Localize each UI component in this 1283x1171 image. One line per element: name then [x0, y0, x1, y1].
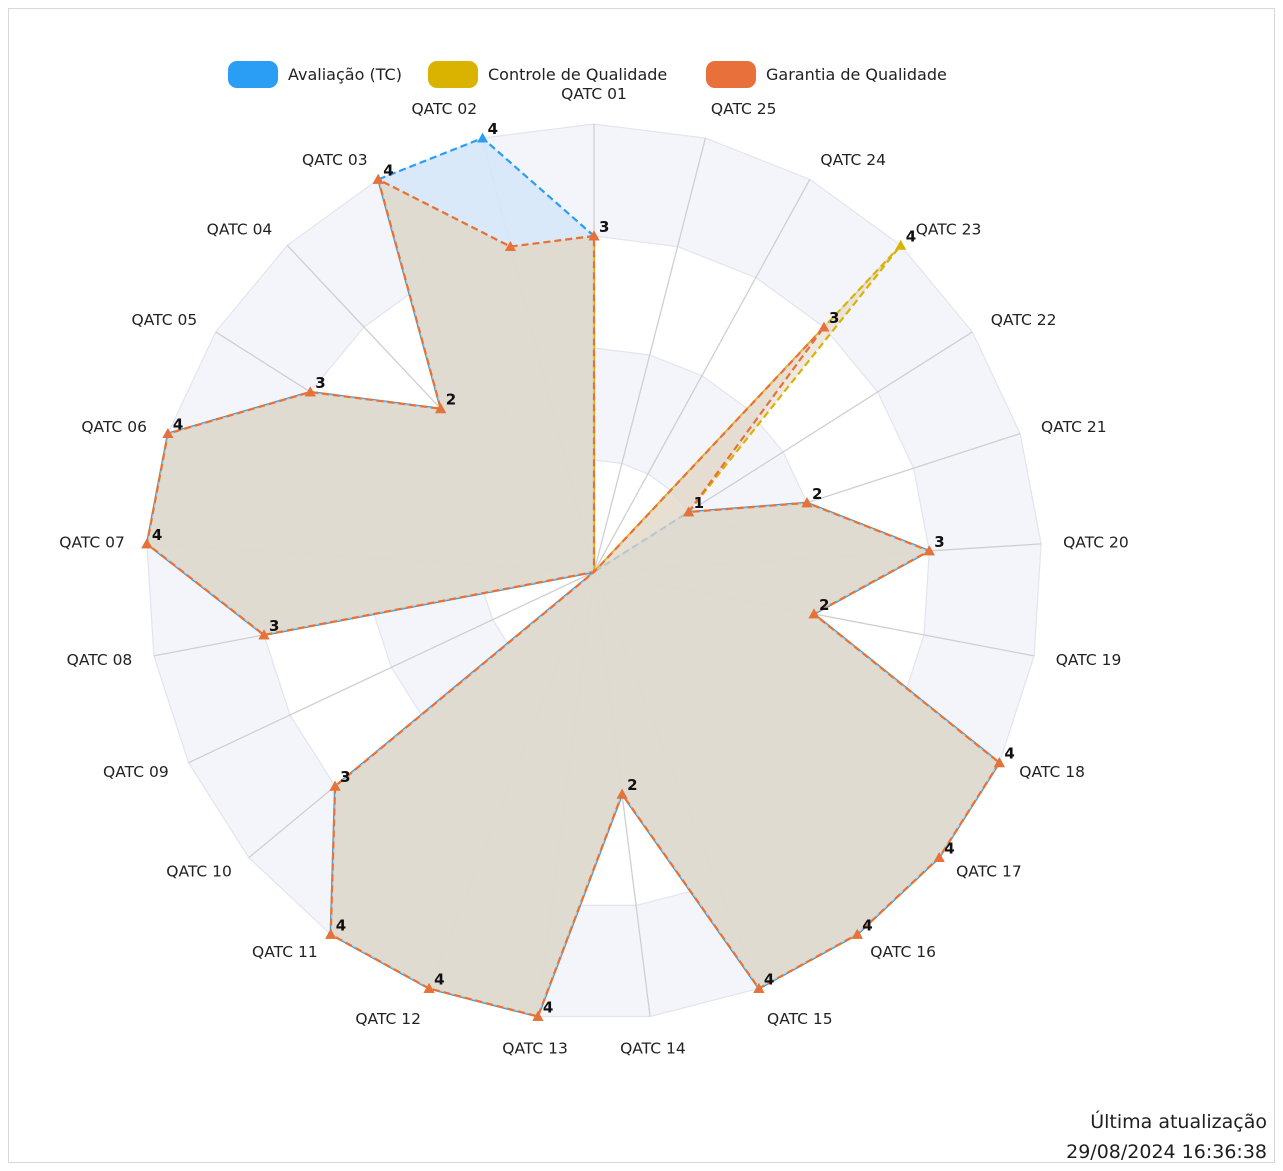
data-label: 2 — [812, 485, 822, 503]
data-label: 4 — [336, 916, 346, 934]
data-label: 3 — [315, 374, 325, 392]
category-label: QATC 17 — [956, 863, 1022, 881]
data-point-marker — [304, 386, 316, 397]
data-label: 3 — [599, 218, 609, 236]
data-point-marker — [423, 983, 435, 993]
data-point-marker — [808, 608, 820, 619]
data-point-marker — [616, 788, 628, 799]
data-point-marker — [923, 545, 935, 556]
category-label: QATC 22 — [991, 311, 1057, 329]
data-point-marker — [141, 538, 153, 549]
data-point-marker — [435, 403, 447, 414]
data-point-marker — [588, 230, 600, 241]
data-label: 4 — [862, 916, 872, 934]
data-point-marker — [818, 321, 830, 332]
data-point-marker — [477, 132, 489, 143]
spoke-line — [188, 571, 595, 764]
data-point-marker — [753, 983, 765, 993]
data-label: 3 — [829, 309, 839, 327]
data-label: 4 — [488, 120, 498, 138]
data-point-marker — [895, 239, 907, 250]
data-label: 4 — [152, 526, 162, 544]
category-label: QATC 12 — [355, 1010, 421, 1028]
data-label: 4 — [1004, 745, 1014, 763]
category-label: QATC 02 — [411, 100, 477, 118]
category-label: QATC 16 — [870, 943, 936, 961]
data-label: 2 — [819, 596, 829, 614]
spoke-line — [593, 137, 707, 573]
data-point-marker — [258, 629, 270, 640]
data-label: 4 — [543, 999, 553, 1017]
last-update-timestamp: 29/08/2024 16:36:38 — [1066, 1141, 1267, 1163]
data-label: 3 — [340, 768, 350, 786]
category-label: QATC 07 — [59, 534, 125, 552]
data-label: 4 — [906, 227, 916, 245]
category-label: QATC 05 — [132, 311, 198, 329]
category-label: QATC 10 — [166, 863, 232, 881]
legend-swatch — [428, 61, 478, 88]
data-point-marker — [325, 928, 337, 939]
data-point-marker — [329, 780, 341, 791]
data-label: 3 — [269, 617, 279, 635]
legend-swatch — [706, 61, 756, 88]
legend-item-2: Garantia de Qualidade — [706, 61, 947, 88]
legend-label: Garantia de Qualidade — [766, 65, 947, 84]
category-label: QATC 24 — [820, 151, 886, 169]
data-label: 4 — [434, 971, 444, 989]
category-label: QATC 11 — [252, 943, 318, 961]
data-point-marker — [532, 1011, 544, 1021]
legend-label: Avaliação (TC) — [288, 65, 402, 84]
data-point-marker — [683, 506, 695, 517]
legend-item-1: Controle de Qualidade — [428, 61, 667, 88]
data-label: 4 — [173, 416, 183, 434]
category-label: QATC 25 — [711, 100, 777, 118]
legend-item-0: Avaliação (TC) — [228, 61, 402, 88]
data-point-marker — [372, 173, 384, 184]
spoke-line — [593, 179, 811, 573]
category-label: QATC 19 — [1056, 651, 1122, 669]
category-label: QATC 14 — [620, 1039, 686, 1057]
category-label: QATC 13 — [502, 1039, 568, 1057]
category-label: QATC 18 — [1019, 763, 1085, 781]
data-label: 2 — [627, 776, 637, 794]
category-label: QATC 03 — [302, 151, 368, 169]
data-label: 3 — [934, 533, 944, 551]
data-label: 1 — [694, 494, 704, 512]
legend-label: Controle de Qualidade — [488, 65, 667, 84]
category-label: QATC 08 — [67, 651, 133, 669]
category-label: QATC 15 — [767, 1010, 833, 1028]
data-point-marker — [162, 428, 174, 438]
data-point-marker — [504, 241, 516, 251]
category-label: QATC 21 — [1041, 418, 1107, 436]
last-update: Última atualização 29/08/2024 16:36:38 — [1066, 1107, 1267, 1167]
category-label: QATC 23 — [916, 220, 982, 238]
data-point-marker — [801, 497, 813, 508]
category-label: QATC 06 — [81, 418, 147, 436]
category-label: QATC 04 — [207, 220, 273, 238]
category-label: QATC 20 — [1063, 534, 1129, 552]
data-point-marker — [933, 852, 945, 862]
category-label: QATC 09 — [103, 763, 169, 781]
category-label: QATC 01 — [561, 85, 627, 103]
data-label: 4 — [383, 161, 393, 179]
data-label: 4 — [764, 971, 774, 989]
last-update-label: Última atualização — [1090, 1111, 1267, 1133]
legend-swatch — [228, 61, 278, 88]
data-label: 4 — [944, 840, 954, 858]
data-point-marker — [993, 757, 1005, 768]
data-point-marker — [851, 928, 863, 939]
data-label: 2 — [446, 391, 456, 409]
